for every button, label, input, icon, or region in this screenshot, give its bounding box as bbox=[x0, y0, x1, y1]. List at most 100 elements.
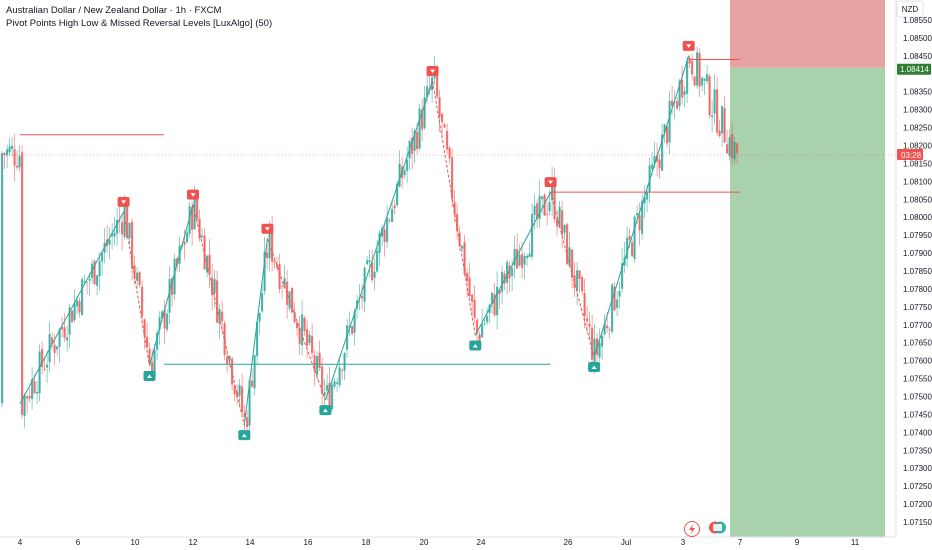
candle-body bbox=[198, 218, 201, 239]
candle-body bbox=[168, 278, 171, 313]
current-price-label: 1.08414 bbox=[900, 65, 929, 74]
candle-body bbox=[686, 60, 689, 94]
candle-body bbox=[548, 202, 551, 212]
candle-body bbox=[136, 272, 139, 281]
candle-body bbox=[706, 74, 709, 82]
candle-body bbox=[133, 265, 136, 279]
date-tick-label: 11 bbox=[851, 538, 860, 547]
candle-body bbox=[321, 366, 324, 394]
pivot-zigzag-line bbox=[243, 238, 268, 426]
candle-body bbox=[3, 153, 6, 155]
candle-body bbox=[148, 348, 151, 364]
candle-body bbox=[258, 312, 261, 322]
candle-body bbox=[346, 325, 349, 350]
candle-body bbox=[551, 181, 554, 201]
candle-body bbox=[633, 216, 636, 259]
candle-body bbox=[531, 214, 534, 257]
candle-body bbox=[513, 248, 516, 266]
lightning-icon[interactable] bbox=[684, 521, 700, 537]
candle-body bbox=[191, 207, 194, 230]
candle-body bbox=[541, 196, 544, 200]
candle-body bbox=[443, 124, 446, 128]
candle-body bbox=[711, 115, 714, 117]
price-tick-label: 1.08500 bbox=[903, 34, 932, 43]
candle-body bbox=[166, 313, 169, 330]
candle-body bbox=[216, 280, 219, 323]
candle-body bbox=[671, 100, 674, 107]
candle-body bbox=[171, 278, 174, 296]
candle-body bbox=[243, 412, 246, 418]
candle-body bbox=[611, 284, 614, 332]
candle-body bbox=[108, 239, 111, 245]
current-price-tag bbox=[897, 63, 931, 75]
candle-body bbox=[153, 349, 156, 377]
arrow-up-icon bbox=[591, 365, 597, 370]
candle-body bbox=[406, 159, 409, 171]
candle-body bbox=[78, 301, 81, 313]
candle-body bbox=[93, 260, 96, 285]
candle-body bbox=[663, 124, 666, 133]
price-tick-label: 1.07700 bbox=[903, 321, 932, 330]
candle-body bbox=[641, 201, 644, 234]
candle-body bbox=[643, 196, 646, 204]
date-tick-label: 26 bbox=[564, 538, 573, 547]
candle-body bbox=[416, 131, 419, 149]
candle-body bbox=[161, 311, 164, 319]
candle-body bbox=[361, 295, 364, 299]
candle-body bbox=[728, 137, 731, 157]
candle-body bbox=[583, 292, 586, 317]
pivot-zigzag-line bbox=[266, 238, 326, 401]
candle-body bbox=[518, 254, 521, 266]
candle-body bbox=[96, 275, 99, 286]
date-tick-label: 6 bbox=[76, 538, 81, 547]
candle-body bbox=[418, 108, 421, 149]
candle-body bbox=[351, 326, 354, 334]
replay-icon[interactable] bbox=[708, 520, 728, 535]
candle-body bbox=[386, 217, 389, 242]
candle-body bbox=[391, 208, 394, 222]
candle-body bbox=[681, 79, 684, 98]
candle-body bbox=[468, 277, 471, 296]
price-tick-label: 1.07650 bbox=[903, 339, 932, 348]
candle-body bbox=[376, 250, 379, 272]
price-tick-label: 1.07400 bbox=[903, 428, 932, 437]
candle-body bbox=[656, 155, 659, 162]
indicator-legend[interactable]: Pivot Points High Low & Missed Reversal … bbox=[6, 18, 273, 29]
candle-body bbox=[718, 130, 721, 136]
candle-body bbox=[1, 153, 4, 404]
candle-body bbox=[366, 260, 369, 265]
candle-body bbox=[451, 157, 454, 200]
candle-body bbox=[221, 311, 224, 322]
candle-body bbox=[603, 323, 606, 335]
candle-body bbox=[698, 52, 701, 87]
arrow-down-icon bbox=[121, 200, 127, 204]
candle-body bbox=[311, 336, 314, 354]
candle-body bbox=[626, 237, 629, 259]
price-tick-label: 1.07500 bbox=[903, 393, 932, 402]
candle-body bbox=[673, 102, 676, 104]
candle-body bbox=[333, 381, 336, 387]
candle-body bbox=[628, 235, 631, 240]
candle-body bbox=[21, 152, 24, 415]
candle-body bbox=[703, 78, 706, 81]
pivot-zigzag-line bbox=[149, 204, 194, 367]
candle-body bbox=[676, 101, 679, 109]
candle-body bbox=[553, 179, 556, 220]
candle-body bbox=[521, 254, 524, 269]
candle-body bbox=[608, 329, 611, 331]
candle-body bbox=[708, 76, 711, 116]
arrow-up-icon bbox=[241, 433, 247, 438]
candle-body bbox=[508, 265, 511, 279]
symbol-title: Australian Dollar / New Zealand Dollar ·… bbox=[6, 5, 222, 16]
candle-body bbox=[233, 385, 236, 395]
candle-body bbox=[156, 332, 159, 350]
candle-body bbox=[31, 379, 34, 399]
candle-body bbox=[398, 163, 401, 187]
candle-body bbox=[196, 196, 199, 220]
candle-body bbox=[701, 77, 704, 86]
candle-body bbox=[331, 384, 334, 410]
candle-body bbox=[313, 354, 316, 372]
candle-body bbox=[556, 218, 559, 227]
